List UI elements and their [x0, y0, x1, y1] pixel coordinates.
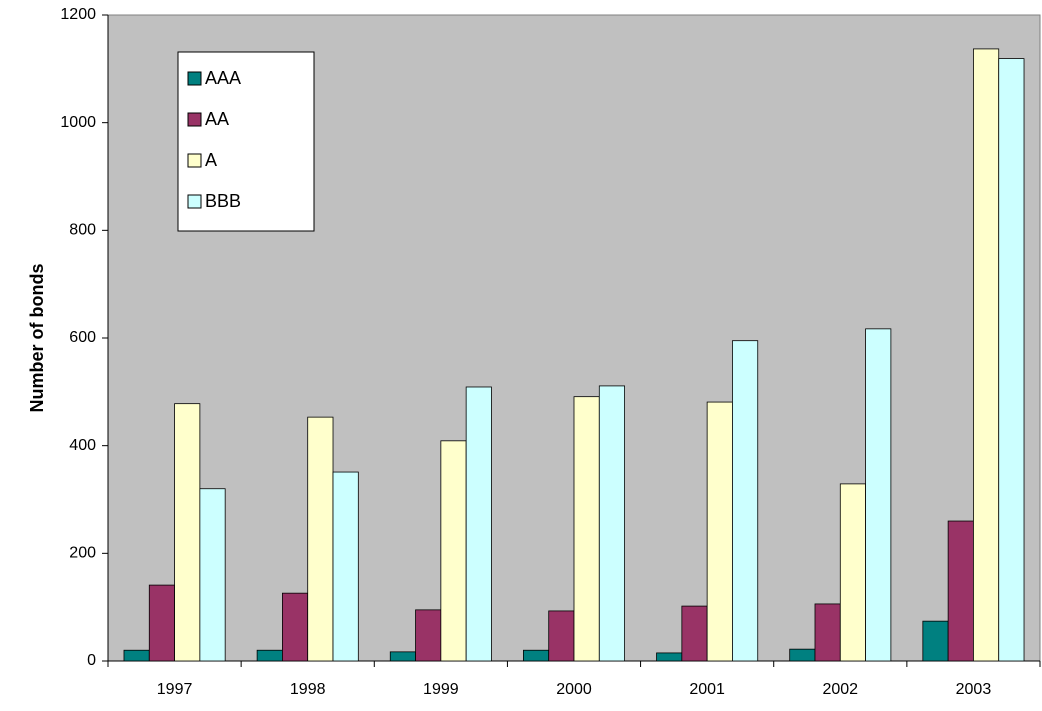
- bar: [706, 401, 733, 662]
- bar: [174, 403, 201, 662]
- x-tick-label: 1997: [157, 681, 193, 698]
- bar: [573, 396, 600, 662]
- y-tick-label: 800: [69, 222, 96, 239]
- bar: [465, 386, 492, 662]
- bar: [148, 584, 175, 662]
- x-tick-label: 2002: [822, 681, 858, 698]
- bar: [998, 58, 1025, 662]
- legend-label: BBB: [205, 191, 241, 211]
- x-tick-label: 2000: [556, 681, 592, 698]
- bar: [814, 603, 841, 662]
- legend-swatch: [187, 194, 202, 209]
- x-tick-label: 2003: [956, 681, 992, 698]
- y-tick-label: 1000: [60, 114, 96, 131]
- legend-swatch: [187, 153, 202, 168]
- bar: [656, 652, 683, 662]
- bar: [199, 488, 226, 662]
- y-tick-label: 1200: [60, 6, 96, 23]
- y-axis-label: Number of bonds: [27, 264, 47, 413]
- bar: [389, 651, 416, 662]
- bar: [865, 328, 892, 662]
- legend-swatch: [187, 112, 202, 127]
- legend-label: AAA: [205, 68, 241, 88]
- bar: [947, 520, 974, 662]
- x-tick-label: 1998: [290, 681, 326, 698]
- bar: [282, 592, 309, 662]
- legend-swatch: [187, 71, 202, 86]
- bar: [922, 620, 949, 662]
- bar: [440, 440, 467, 662]
- bar: [973, 48, 1000, 662]
- y-tick-label: 600: [69, 329, 96, 346]
- legend-label: AA: [205, 109, 229, 129]
- bar: [523, 649, 550, 662]
- bar: [307, 416, 334, 662]
- bar: [839, 483, 866, 662]
- bar: [598, 385, 625, 662]
- x-tick-label: 2001: [689, 681, 725, 698]
- bar: [256, 649, 283, 662]
- bar: [123, 649, 150, 662]
- y-tick-label: 200: [69, 545, 96, 562]
- y-tick-label: 0: [87, 652, 96, 669]
- bar: [681, 605, 708, 662]
- bar: [548, 610, 575, 662]
- legend-label: A: [205, 150, 217, 170]
- bar: [415, 609, 442, 662]
- y-tick-label: 400: [69, 437, 96, 454]
- bar: [732, 340, 759, 662]
- x-tick-label: 1999: [423, 681, 459, 698]
- bar: [332, 471, 359, 662]
- bar: [789, 648, 816, 662]
